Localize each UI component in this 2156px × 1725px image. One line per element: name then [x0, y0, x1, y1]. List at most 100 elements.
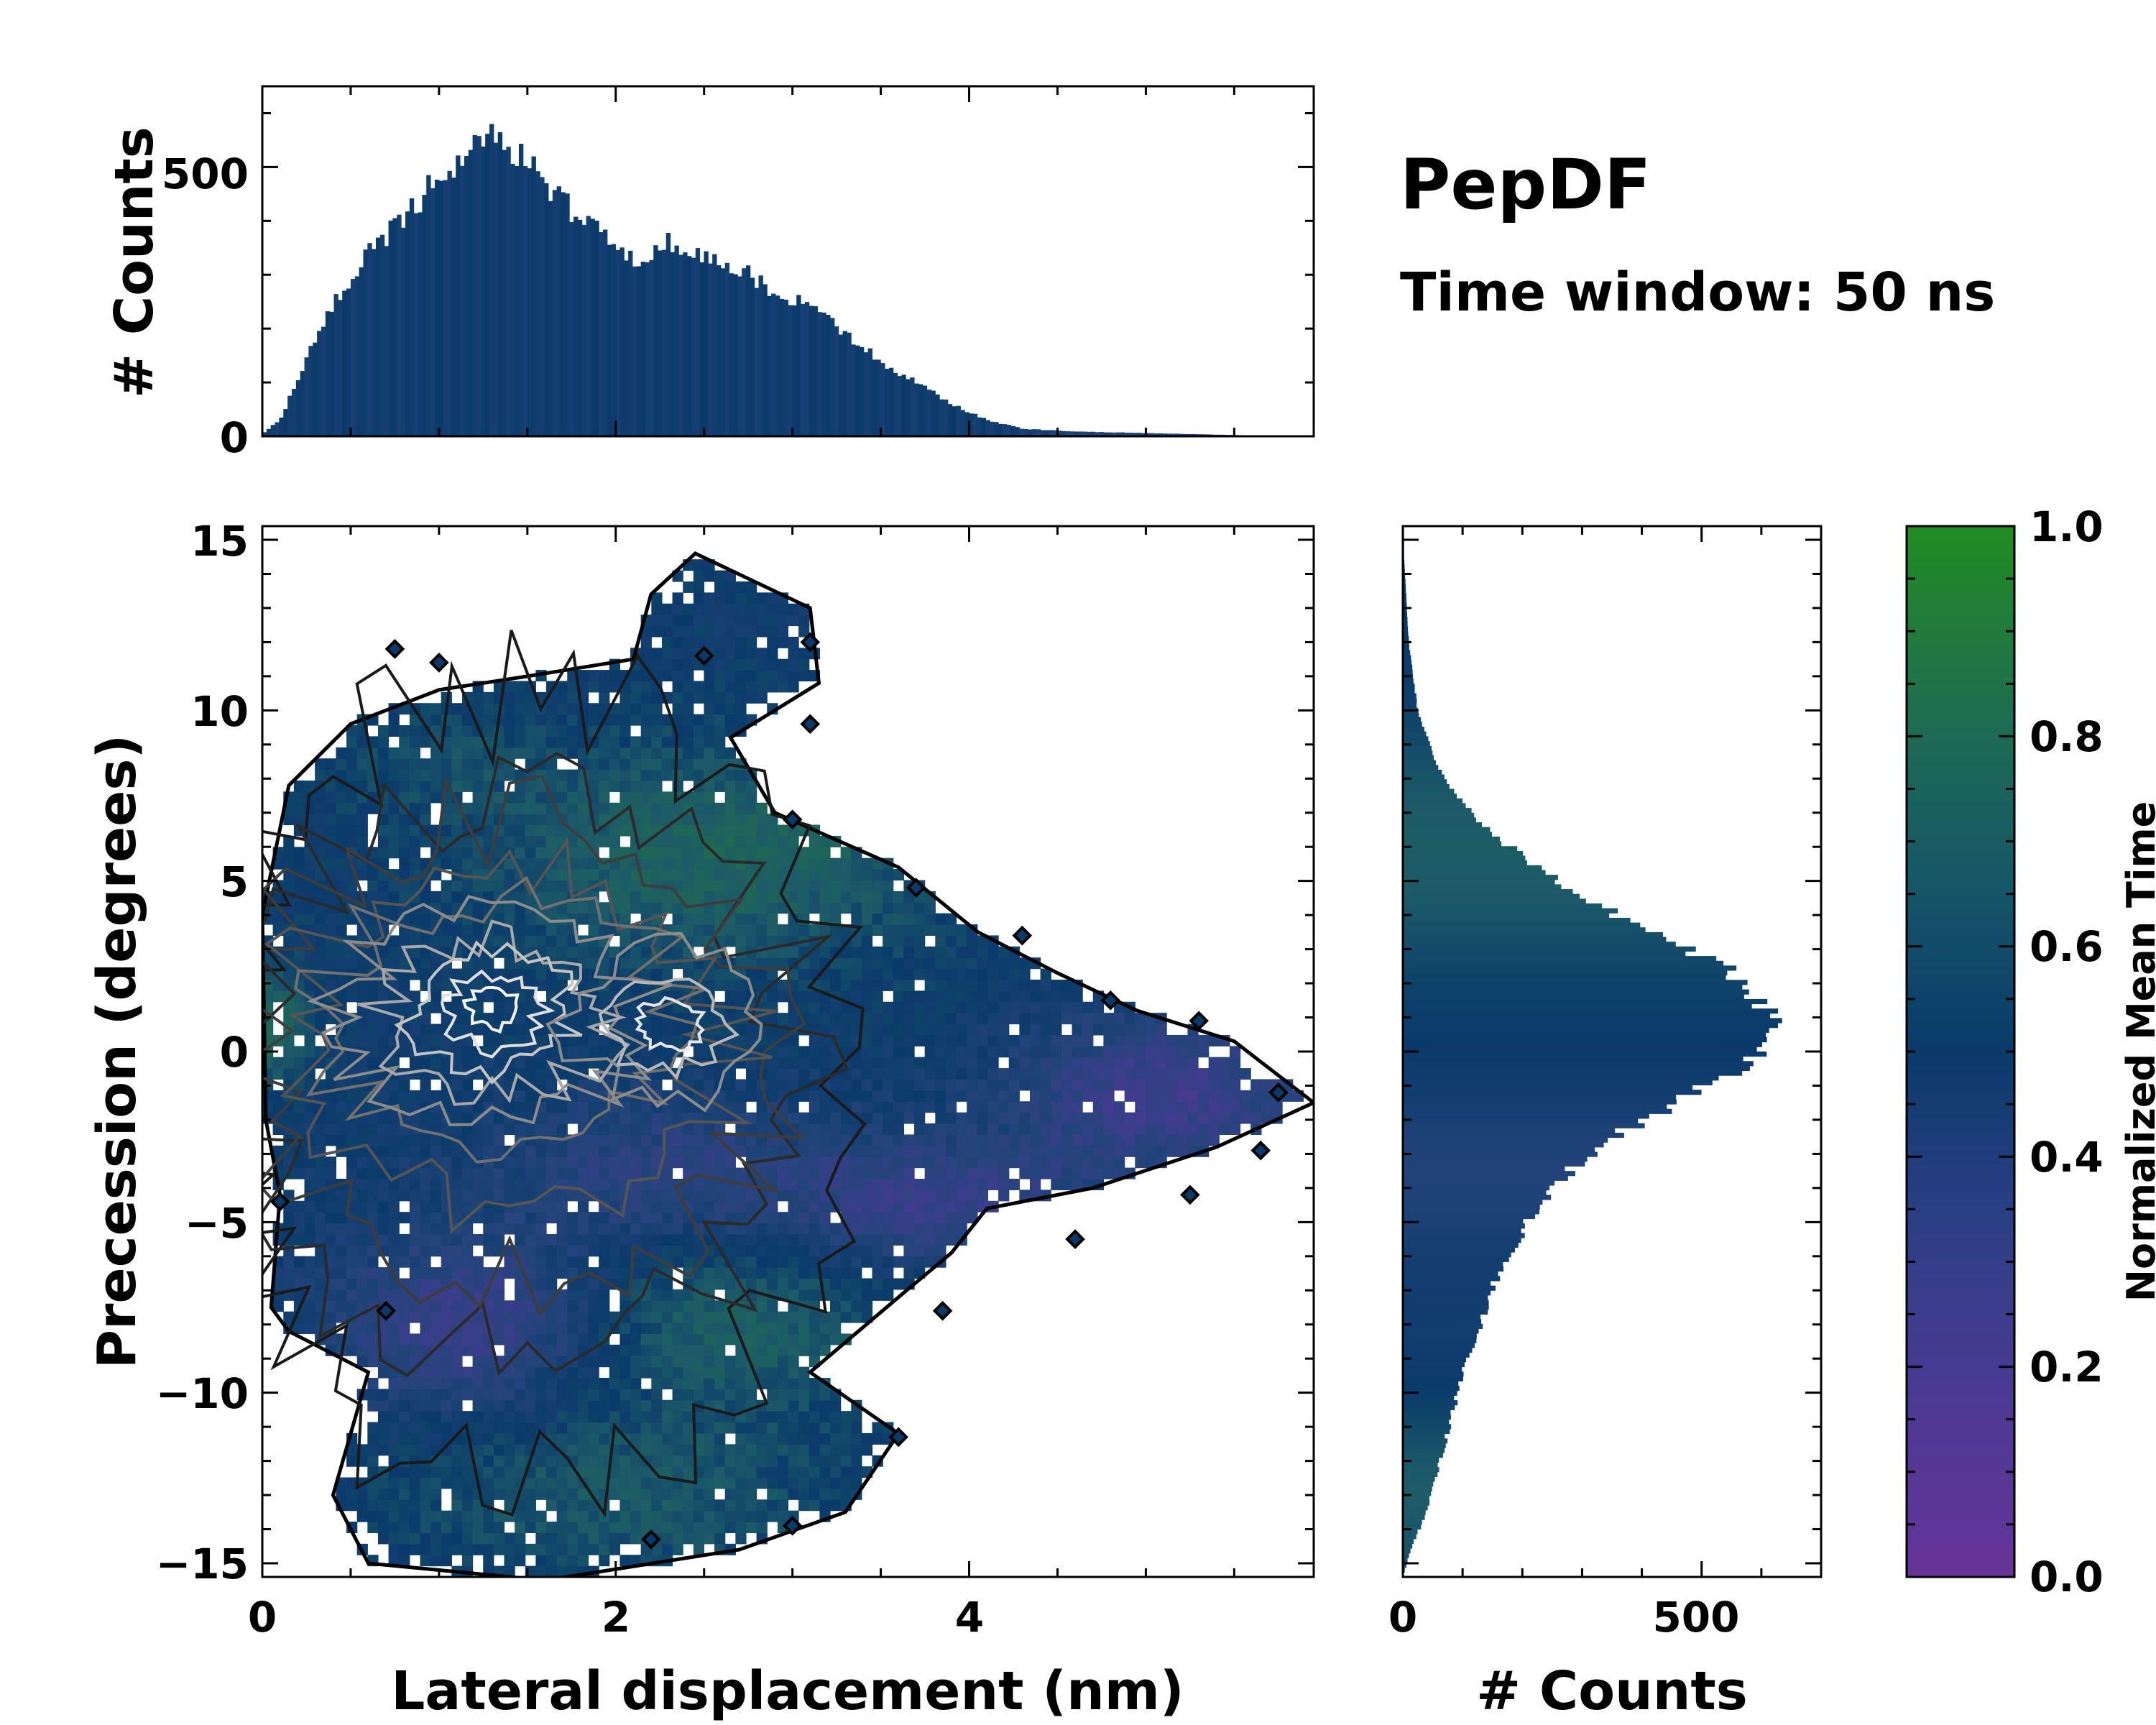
heatmap-cell — [525, 1267, 536, 1279]
heatmap-cell — [525, 802, 536, 814]
heatmap-cell — [535, 1532, 547, 1545]
heatmap-cell — [683, 1123, 694, 1136]
heatmap-cell — [956, 1190, 967, 1202]
top-histogram-bar — [1040, 430, 1045, 436]
heatmap-cell — [767, 935, 778, 947]
heatmap-cell — [441, 1311, 452, 1323]
heatmap-cell — [977, 946, 989, 958]
heatmap-cell — [704, 1455, 715, 1467]
heatmap-cell — [1008, 1134, 1020, 1146]
heatmap-cell — [745, 648, 757, 660]
heatmap-cell — [535, 935, 547, 947]
top-histogram-bar — [724, 262, 730, 436]
heatmap-cell — [893, 924, 905, 937]
heatmap-cell — [1103, 1123, 1115, 1136]
heatmap-cell — [472, 691, 484, 704]
heatmap-cell — [525, 791, 536, 804]
heatmap-cell — [1114, 1013, 1125, 1025]
heatmap-cell — [1103, 1034, 1115, 1046]
heatmap-cell — [630, 1190, 642, 1202]
heatmap-cell — [987, 990, 999, 1003]
heatmap-cell — [377, 857, 390, 870]
heatmap-cell — [504, 1123, 515, 1136]
top-histogram-bar — [935, 394, 940, 436]
heatmap-cell — [388, 1377, 400, 1389]
heatmap-cell — [935, 1145, 946, 1157]
heatmap-cell — [851, 990, 862, 1003]
heatmap-cell — [1092, 1079, 1104, 1091]
heatmap-cell — [515, 891, 526, 903]
heatmap-cell — [788, 1013, 799, 1025]
heatmap-cell — [619, 880, 631, 892]
heatmap-cell — [599, 681, 610, 693]
heatmap-cell — [914, 1223, 926, 1235]
heatmap-cell — [399, 747, 410, 759]
heatmap-cell — [535, 814, 547, 826]
heatmap-cell — [441, 1223, 452, 1235]
heatmap-cell — [861, 880, 873, 892]
heatmap-cell — [451, 1377, 463, 1389]
heatmap-cell — [714, 736, 726, 748]
heatmap-cell — [1072, 1046, 1083, 1058]
heatmap-cell — [777, 1046, 789, 1058]
heatmap-cell — [661, 769, 673, 781]
heatmap-cell — [861, 891, 873, 903]
heatmap-cell — [315, 1278, 326, 1290]
heatmap-cell — [567, 780, 579, 792]
heatmap-cell — [683, 1300, 694, 1312]
heatmap-cell — [377, 1112, 390, 1124]
heatmap-cell — [714, 780, 726, 792]
heatmap-cell — [546, 1411, 558, 1423]
heatmap-cell — [599, 791, 610, 804]
top-histogram-bar — [658, 250, 663, 436]
heatmap-cell — [577, 1212, 589, 1224]
heatmap-cell — [483, 1356, 494, 1368]
heatmap-cell — [756, 1212, 768, 1224]
heatmap-cell — [588, 670, 599, 682]
heatmap-cell — [756, 924, 768, 937]
top-histogram-bar — [885, 369, 890, 436]
top-histogram-bar — [893, 372, 898, 436]
top-histogram-bar — [867, 348, 873, 436]
heatmap-cell — [724, 1223, 736, 1235]
heatmap-cell — [1008, 1101, 1020, 1113]
heatmap-cell — [808, 1112, 820, 1124]
heatmap-cell — [724, 880, 736, 892]
heatmap-cell — [798, 869, 810, 881]
heatmap-cell — [504, 714, 515, 726]
heatmap-cell — [525, 869, 536, 881]
heatmap-cell — [1092, 1123, 1104, 1136]
heatmap-cell — [588, 1411, 599, 1423]
heatmap-cell — [1145, 1090, 1157, 1102]
heatmap-cell — [430, 1311, 442, 1323]
heatmap-cell — [1029, 1001, 1041, 1013]
heatmap-cell — [1051, 1079, 1062, 1091]
heatmap-cell — [661, 802, 673, 814]
heatmap-cell — [441, 880, 452, 892]
heatmap-cell — [745, 957, 757, 970]
heatmap-cell — [683, 1101, 694, 1113]
heatmap-cell — [735, 1532, 747, 1545]
heatmap-cell — [493, 1466, 505, 1478]
heatmap-cell — [767, 1422, 778, 1434]
heatmap-cell — [515, 1167, 526, 1179]
heatmap-cell — [535, 1399, 547, 1412]
heatmap-cell — [356, 747, 368, 759]
heatmap-cell — [525, 1090, 536, 1102]
heatmap-cell — [945, 957, 957, 970]
heatmap-cell — [588, 1212, 599, 1224]
heatmap-cell — [1008, 1145, 1020, 1157]
heatmap-cell — [546, 835, 558, 847]
heatmap-cell — [346, 835, 358, 847]
heatmap-cell — [861, 1068, 873, 1080]
heatmap-cell — [388, 1399, 400, 1412]
heatmap-cell — [472, 747, 484, 759]
heatmap-cell — [661, 1522, 673, 1534]
heatmap-cell — [377, 1532, 390, 1545]
heatmap-cell — [451, 1190, 463, 1202]
top-histogram-bar — [939, 399, 944, 436]
heatmap-cell — [1124, 1068, 1135, 1080]
heatmap-cell — [704, 758, 715, 770]
heatmap-cell — [714, 1322, 726, 1335]
heatmap-cell — [903, 1068, 915, 1080]
